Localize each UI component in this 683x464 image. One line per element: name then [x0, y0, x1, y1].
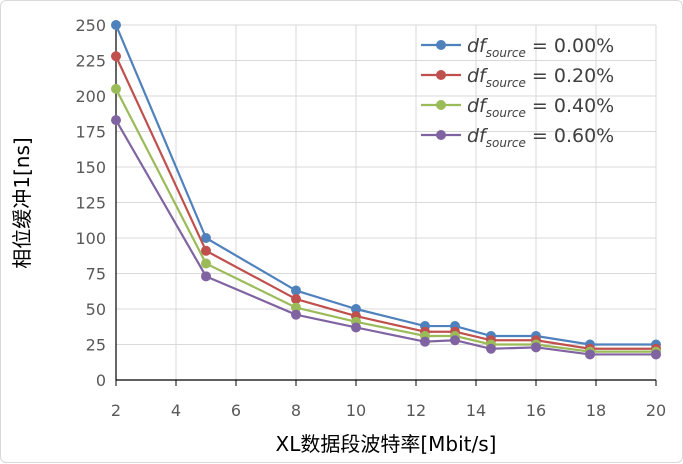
data-point: [111, 51, 121, 62]
y-tick-label: 250: [75, 16, 106, 35]
data-point: [201, 245, 211, 256]
x-tick-label: 12: [406, 401, 426, 420]
data-point: [651, 349, 661, 360]
legend-subscript: source: [486, 106, 526, 120]
legend-value: = 0.00%: [526, 35, 614, 57]
data-point: [531, 342, 541, 353]
data-point: [291, 285, 301, 296]
x-tick-label: 18: [586, 401, 606, 420]
series-line: [115, 55, 656, 350]
legend-item: dfsource = 0.40%: [421, 95, 614, 120]
legend-label: dfsource = 0.40%: [467, 95, 614, 120]
legend-var: df: [467, 125, 489, 147]
legend-item: dfsource = 0.20%: [421, 65, 614, 90]
y-tick-label: 75: [86, 265, 106, 284]
legend-value: = 0.40%: [526, 95, 614, 117]
data-point: [351, 304, 361, 314]
legend-label: dfsource = 0.20%: [467, 65, 614, 90]
data-point: [291, 302, 301, 313]
legend-marker: [436, 130, 446, 140]
y-tick-label: 150: [75, 158, 106, 177]
data-point: [351, 322, 361, 333]
x-tick-label: 8: [291, 401, 301, 420]
legend-var: df: [467, 65, 489, 87]
x-axis-title: XL数据段波特率[Mbit/s]: [276, 432, 497, 456]
x-tick-label: 2: [111, 401, 121, 420]
legend: dfsource = 0.00%dfsource = 0.20%dfsource…: [421, 35, 614, 150]
data-point: [291, 294, 301, 305]
y-tick-label: 175: [75, 123, 106, 142]
y-tick-label: 225: [75, 52, 106, 71]
x-tick-label: 6: [231, 401, 241, 420]
series-3: [111, 115, 661, 360]
legend-subscript: source: [486, 46, 526, 60]
series-line: [115, 119, 656, 356]
legend-label: dfsource = 0.00%: [467, 35, 614, 60]
y-tick-label: 50: [86, 300, 106, 319]
data-point: [486, 343, 496, 354]
data-point: [201, 233, 211, 243]
data-point: [585, 349, 595, 360]
x-tick-label: 16: [526, 401, 546, 420]
legend-item: dfsource = 0.60%: [421, 125, 614, 150]
x-tick-label: 10: [346, 401, 366, 420]
y-tick-label: 100: [75, 229, 106, 248]
series-group: [111, 20, 661, 360]
y-tick-labels: 0 25 50 75 100 125 150 175 200 225 250: [75, 16, 106, 390]
legend-subscript: source: [486, 76, 526, 90]
x-tick-labels: 2 4 6 8 10 12 14 16 18 20: [111, 401, 666, 420]
data-point: [291, 309, 301, 320]
y-tick-label: 25: [86, 336, 106, 355]
legend-subscript: source: [486, 136, 526, 150]
legend-label: dfsource = 0.60%: [467, 125, 614, 150]
series-line: [114, 24, 656, 346]
y-tick-label: 125: [75, 194, 106, 213]
x-tick-label: 20: [646, 401, 666, 420]
data-point: [111, 83, 121, 94]
legend-marker: [436, 40, 446, 50]
legend-var: df: [467, 35, 489, 57]
y-axis-title: 相位缓冲1[ns]: [10, 137, 34, 268]
legend-item: dfsource = 0.00%: [421, 35, 614, 60]
x-tick-label: 14: [466, 401, 486, 420]
legend-var: df: [467, 95, 489, 117]
legend-marker: [436, 100, 446, 110]
y-tick-label: 0: [96, 371, 106, 390]
data-point: [450, 335, 460, 346]
data-point: [201, 258, 211, 269]
legend-value: = 0.60%: [526, 125, 614, 147]
data-point: [111, 115, 121, 126]
data-point: [420, 336, 430, 347]
series-line: [115, 88, 656, 353]
legend-value: = 0.20%: [526, 65, 614, 87]
x-tick-label: 4: [171, 401, 181, 420]
data-point: [111, 20, 121, 30]
data-point: [201, 271, 211, 282]
legend-marker: [436, 70, 446, 80]
y-tick-label: 200: [75, 87, 106, 106]
